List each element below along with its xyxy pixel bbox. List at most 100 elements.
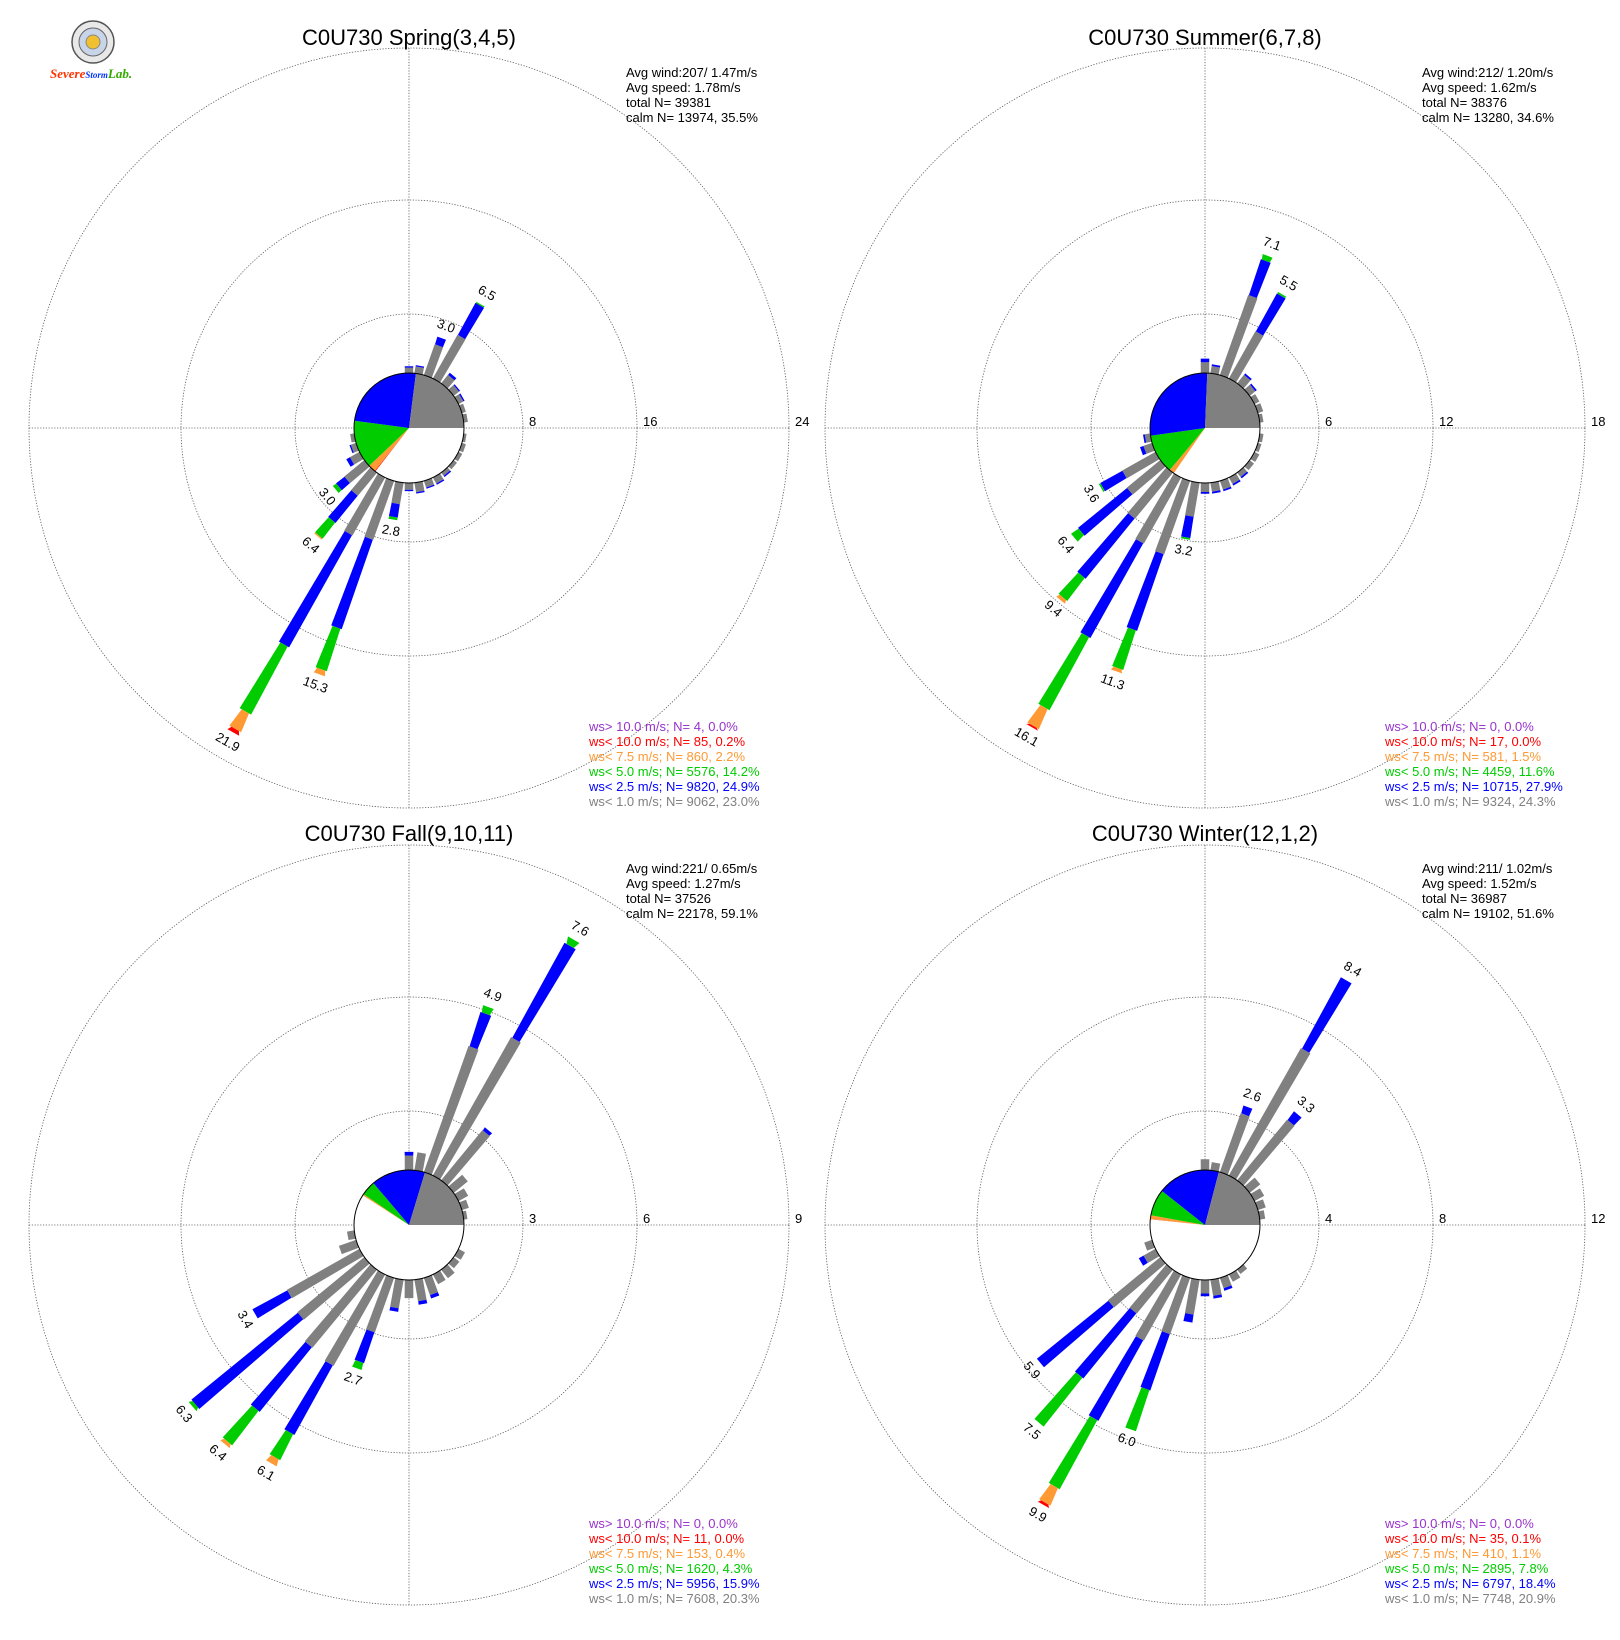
- spoke-bar: [388, 516, 398, 521]
- ring-label: 8: [1439, 1211, 1446, 1226]
- calm-pie-slice: [374, 428, 409, 472]
- spoke-bar: [457, 302, 485, 340]
- spoke-bar: [1112, 627, 1136, 670]
- spoke-bar: [349, 451, 364, 465]
- spoke-bar: [404, 1280, 414, 1299]
- spoke-bar: [332, 483, 342, 493]
- legend-line: ws< 5.0 m/s; N= 1620, 4.3%: [588, 1561, 753, 1576]
- lab-seal-icon: [71, 20, 115, 64]
- spoke-bar: [1250, 394, 1260, 405]
- spoke-bar: [1126, 460, 1166, 495]
- spoke-bar: [1241, 1105, 1253, 1117]
- spoke-bar: [1255, 403, 1264, 414]
- spoke-bar: [352, 1360, 364, 1370]
- spoke-label: 2.7: [342, 1368, 364, 1388]
- calm-pie-slice: [363, 1183, 409, 1225]
- spoke-bar: [404, 1151, 414, 1156]
- spoke-bar: [1161, 1275, 1191, 1335]
- spoke-bar: [313, 667, 326, 677]
- stats-line: calm N= 22178, 59.1%: [626, 906, 758, 921]
- spoke-bar: [344, 460, 370, 484]
- stats-line: calm N= 13974, 35.5%: [626, 110, 758, 125]
- spoke-bar: [1034, 1372, 1083, 1427]
- spoke-bar: [1200, 1293, 1210, 1297]
- logo-word-severe: Severe: [50, 66, 86, 81]
- calm-pie-slice: [375, 428, 464, 484]
- spoke-bar: [1143, 442, 1155, 454]
- spoke-bar: [1210, 1278, 1222, 1296]
- calm-pie-slice: [1205, 1171, 1260, 1225]
- spoke-bar: [404, 367, 414, 373]
- spoke-bar: [453, 384, 461, 392]
- ring-label: 18: [1591, 414, 1605, 429]
- spoke-bar: [448, 1174, 468, 1193]
- stats-line: Avg wind:221/ 0.65m/s: [626, 861, 758, 876]
- spoke-bar: [404, 483, 414, 490]
- spoke-bar: [1228, 1048, 1311, 1180]
- spoke-bar: [315, 517, 336, 539]
- spoke-bar: [388, 502, 400, 518]
- calm-pie-slice: [362, 1194, 409, 1225]
- spoke-bar: [469, 1011, 492, 1050]
- stats-line: total N= 36987: [1422, 891, 1507, 906]
- spoke-bar: [284, 1361, 333, 1435]
- spoke-bar: [250, 1341, 312, 1412]
- spoke-bar: [239, 642, 288, 715]
- legend-line: ws< 7.5 m/s; N= 153, 0.4%: [588, 1546, 746, 1561]
- spoke-bar: [1211, 364, 1221, 368]
- legend-line: ws< 1.0 m/s; N= 7608, 20.3%: [588, 1591, 760, 1606]
- spoke-bar: [1277, 291, 1287, 298]
- spoke-bar: [441, 1130, 490, 1186]
- legend-line: ws< 2.5 m/s; N= 6797, 18.4%: [1384, 1576, 1556, 1591]
- spoke-bar: [1143, 434, 1147, 443]
- spoke-bar: [1200, 1159, 1210, 1170]
- spoke-bar: [1027, 705, 1048, 730]
- spoke-bar: [229, 709, 249, 733]
- spoke-bar: [1200, 358, 1210, 363]
- spoke-label: 6.5: [475, 282, 498, 304]
- spoke-bar: [1255, 442, 1262, 452]
- ring-label: 12: [1439, 414, 1453, 429]
- spoke-bar: [430, 1292, 440, 1299]
- spoke-bar: [423, 344, 444, 378]
- stats-line: Avg wind:207/ 1.47m/s: [626, 65, 758, 80]
- ring-label: 9: [795, 1211, 802, 1226]
- spoke-bar: [432, 473, 444, 484]
- spoke-bar: [1181, 515, 1194, 539]
- spoke-bar: [1180, 536, 1190, 540]
- spoke-bar: [1098, 483, 1105, 493]
- spoke-label: 5.5: [1277, 272, 1300, 294]
- spoke-label: 3.3: [1294, 1093, 1317, 1116]
- spoke-label: 9.9: [1026, 1503, 1049, 1525]
- spoke-bar: [1135, 473, 1182, 544]
- spoke-bar: [1184, 1278, 1200, 1315]
- spoke-label: 7.6: [569, 917, 592, 939]
- spoke-bar: [1228, 331, 1264, 383]
- spoke-bar: [1038, 633, 1090, 711]
- spoke-bar: [191, 1312, 304, 1409]
- ring-label: 16: [643, 414, 657, 429]
- spoke-label: 2.6: [1241, 1085, 1263, 1105]
- spoke-bar: [1200, 362, 1210, 373]
- stats-line: Avg wind:211/ 1.02m/s: [1422, 861, 1553, 876]
- stats-line: Avg speed: 1.62m/s: [1422, 80, 1537, 95]
- spoke-bar: [459, 403, 466, 414]
- legend-line: ws< 1.0 m/s; N= 7748, 20.9%: [1384, 1591, 1556, 1606]
- spoke-bar: [331, 536, 373, 630]
- lab-logo-text: SevereStormLab.: [50, 66, 132, 82]
- calm-pie-slice: [1161, 1170, 1219, 1225]
- spoke-bar: [350, 442, 359, 453]
- spoke-bar: [1250, 1188, 1265, 1202]
- calm-pie-slice: [409, 373, 465, 428]
- spoke-bar: [436, 479, 445, 485]
- spoke-bar: [1185, 481, 1200, 517]
- spoke-bar: [1240, 471, 1249, 479]
- spoke-bar: [1056, 594, 1067, 604]
- spoke-bar: [344, 473, 386, 536]
- legend-line: ws< 2.5 m/s; N= 5956, 15.9%: [588, 1576, 760, 1591]
- spoke-bar: [454, 451, 463, 462]
- calm-pie-slice: [1173, 428, 1260, 483]
- spoke-label: 7.1: [1261, 233, 1283, 253]
- spoke-bar: [432, 334, 466, 383]
